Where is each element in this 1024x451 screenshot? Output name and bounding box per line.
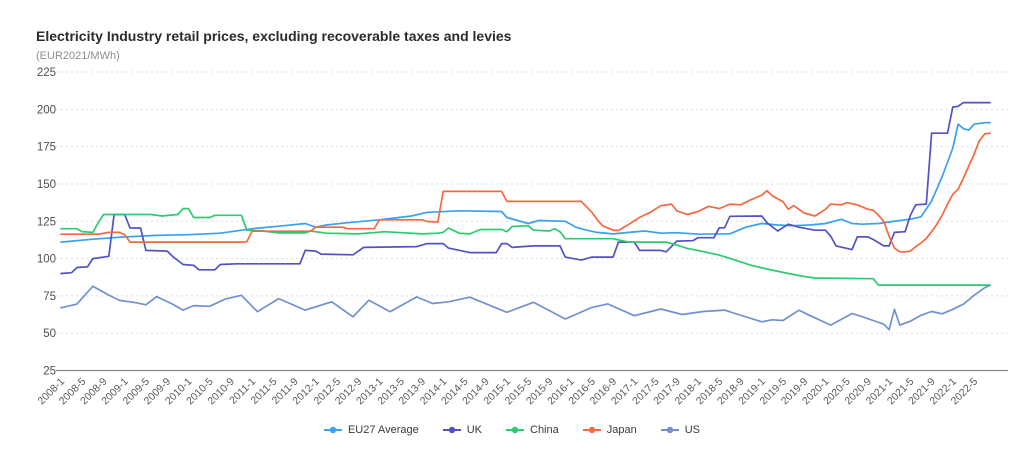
legend-item-uk[interactable]: UK bbox=[442, 424, 482, 436]
legend-label: UK bbox=[466, 424, 482, 436]
series-line-uk bbox=[60, 101, 991, 275]
y-axis-tick-label: 50 bbox=[43, 328, 56, 340]
series-line-eu27-average bbox=[60, 121, 991, 243]
y-axis-tick-label: 100 bbox=[37, 254, 56, 266]
legend-label: Japan bbox=[606, 424, 637, 436]
series-line-japan bbox=[60, 132, 991, 253]
legend-marker-icon bbox=[582, 426, 601, 434]
y-axis-tick-label: 150 bbox=[37, 179, 56, 191]
legend-label: EU27 Average bbox=[347, 424, 419, 436]
legend-marker-icon bbox=[323, 426, 342, 434]
legend-item-eu27-average[interactable]: EU27 Average bbox=[323, 424, 419, 436]
series-line-china bbox=[60, 207, 991, 286]
legend-item-us[interactable]: US bbox=[660, 424, 701, 436]
series-line-us bbox=[60, 284, 991, 331]
legend-label: US bbox=[684, 424, 701, 436]
chart-title: Electricity Industry retail prices, excl… bbox=[36, 28, 512, 44]
y-axis-tick-label: 25 bbox=[43, 366, 56, 378]
y-axis-tick-label: 75 bbox=[43, 291, 56, 303]
chart-subtitle: (EUR2021/MWh) bbox=[36, 50, 120, 62]
legend-item-china[interactable]: China bbox=[506, 424, 559, 436]
y-axis-tick-label: 225 bbox=[37, 67, 56, 79]
y-axis-tick-label: 200 bbox=[37, 104, 56, 116]
y-axis-tick-label: 125 bbox=[37, 216, 56, 228]
legend-marker-icon bbox=[506, 426, 524, 434]
y-axis-tick-label: 175 bbox=[37, 142, 56, 154]
legend-marker-icon bbox=[660, 426, 679, 434]
legend-label: China bbox=[530, 424, 559, 436]
chart-legend: EU27 Average UK China Japan US bbox=[0, 424, 1024, 436]
legend-marker-icon bbox=[442, 426, 461, 434]
legend-item-japan[interactable]: Japan bbox=[582, 424, 637, 436]
